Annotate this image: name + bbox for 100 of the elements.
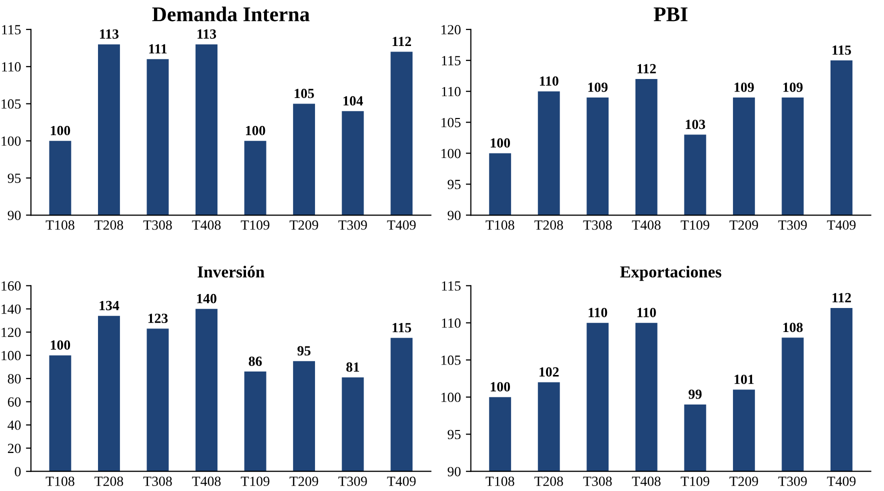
y-tick-label: 140: [2, 304, 21, 314]
x-tick-label: T209: [290, 476, 318, 486]
data-label: 86: [248, 356, 262, 366]
data-label: 110: [540, 76, 558, 86]
y-tick-label: 80: [8, 374, 21, 384]
y-tick-label: 100: [2, 350, 21, 360]
x-tick-label: T208: [534, 476, 563, 486]
data-label: 115: [392, 323, 412, 332]
data-label: 112: [392, 36, 412, 46]
data-label: 95: [297, 346, 310, 356]
x-tick-label: T408: [192, 220, 221, 230]
y-tick-label: 115: [442, 56, 461, 66]
x-tick-label: T409: [387, 476, 416, 486]
data-label: 104: [344, 96, 363, 106]
x-tick-label: T309: [778, 220, 807, 230]
x-tick-label: T408: [192, 476, 221, 486]
y-tick-label: 110: [442, 86, 461, 96]
x-tick-label: T109: [240, 220, 270, 230]
x-tick-label: T309: [338, 220, 367, 230]
data-label: 113: [100, 29, 119, 39]
x-tick-label: T108: [486, 220, 514, 230]
x-tick-label: T409: [387, 220, 416, 230]
bar: [293, 361, 316, 472]
x-tick-label: T408: [632, 476, 661, 486]
y-tick-label: 115: [442, 281, 461, 291]
x-tick-label: T108: [46, 476, 74, 486]
chart-title: Inversión: [198, 266, 264, 278]
data-label: 109: [734, 82, 754, 92]
data-label: 123: [148, 314, 168, 324]
y-tick-label: 105: [442, 356, 461, 365]
x-tick-label: T209: [290, 220, 318, 230]
y-tick-label: 90: [448, 466, 461, 476]
data-label: 112: [832, 293, 851, 302]
y-tick-label: 40: [8, 420, 21, 430]
data-label: 100: [50, 126, 70, 136]
bar: [390, 338, 413, 472]
x-tick-label: T208: [94, 220, 124, 230]
y-tick-label: 100: [442, 392, 461, 402]
data-label: 101: [734, 374, 754, 384]
data-label: 109: [588, 82, 608, 92]
data-label: 102: [540, 367, 559, 377]
y-tick-label: 110: [2, 62, 21, 72]
data-label: 110: [637, 308, 656, 318]
data-label: 99: [688, 390, 702, 399]
bar: [49, 355, 72, 472]
data-label: 110: [588, 308, 608, 318]
data-label: 111: [149, 44, 167, 54]
data-label: 103: [686, 120, 706, 130]
chart-title: PBI: [654, 7, 688, 22]
y-tick-label: 100: [442, 148, 461, 158]
data-label: 81: [346, 362, 360, 372]
x-tick-label: T109: [680, 220, 710, 230]
data-label: 109: [783, 82, 803, 92]
bar: [98, 316, 120, 472]
y-tick-label: 115: [2, 25, 21, 34]
data-label: 112: [637, 64, 656, 74]
data-label: 105: [294, 88, 314, 98]
x-tick-label: T308: [143, 476, 172, 486]
y-tick-label: 105: [442, 118, 461, 128]
y-tick-label: 120: [442, 25, 461, 34]
y-tick-label: 90: [448, 210, 461, 220]
x-tick-label: T209: [730, 220, 758, 230]
x-tick-label: T209: [730, 476, 758, 486]
x-tick-label: T208: [94, 476, 124, 486]
data-label: 140: [197, 294, 216, 304]
bar: [196, 308, 218, 472]
data-label: 100: [246, 126, 266, 136]
x-tick-label: T309: [338, 476, 367, 486]
x-tick-label: T208: [534, 220, 563, 230]
y-tick-label: 110: [442, 318, 461, 328]
data-label: 100: [50, 340, 70, 350]
y-tick-label: 60: [8, 397, 21, 407]
x-tick-label: T109: [240, 476, 270, 486]
chart-title: Demanda Interna: [152, 6, 310, 22]
data-label: 113: [198, 29, 216, 39]
y-tick-label: 95: [448, 430, 461, 440]
x-tick-label: T308: [143, 220, 172, 230]
y-tick-label: 160: [2, 281, 21, 291]
data-label: 134: [100, 300, 120, 310]
data-label: 100: [490, 138, 510, 148]
y-tick-label: 0: [14, 466, 21, 476]
x-tick-label: T308: [583, 476, 612, 486]
x-tick-label: T108: [486, 476, 514, 486]
y-tick-label: 95: [8, 174, 21, 183]
y-tick-label: 20: [8, 444, 21, 454]
y-tick-label: 95: [448, 180, 461, 190]
y-tick-label: 100: [2, 136, 21, 146]
x-tick-label: T408: [632, 220, 661, 230]
chart-title: Exportaciones: [620, 266, 722, 281]
x-tick-label: T308: [583, 220, 612, 230]
data-label: 115: [832, 46, 852, 55]
bar: [342, 377, 364, 472]
x-tick-label: T409: [827, 476, 856, 486]
y-tick-label: 120: [2, 328, 21, 338]
x-tick-label: T309: [778, 476, 807, 486]
x-tick-label: T109: [680, 476, 710, 486]
x-tick-label: T108: [46, 220, 74, 230]
x-tick-label: T409: [827, 220, 856, 230]
y-tick-label: 90: [8, 210, 21, 220]
data-label: 100: [490, 382, 510, 392]
